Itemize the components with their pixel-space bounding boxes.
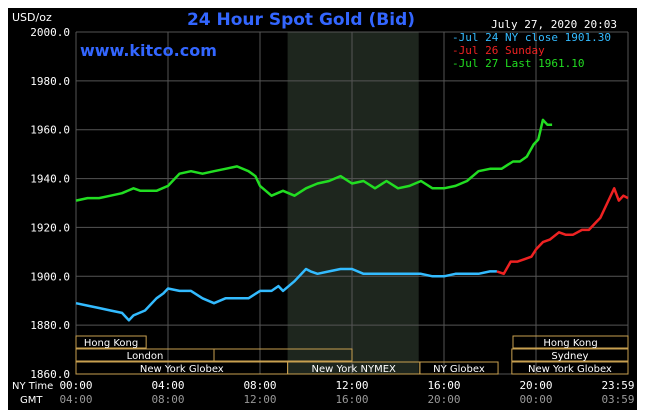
y-tick-label: 2000.0 — [30, 26, 70, 39]
session-bar — [213, 348, 353, 362]
session-label: NY Globex — [433, 364, 485, 375]
y-tick-label: 1940.0 — [30, 173, 70, 186]
x-tick-label-ny: 12:00 — [335, 379, 368, 392]
session-label: New York Globex — [528, 364, 612, 375]
x-tick-label-ny: 08:00 — [243, 379, 276, 392]
legend-entry: -Jul 26 Sunday — [452, 44, 545, 57]
chart-title: 24 Hour Spot Gold (Bid) — [187, 10, 415, 30]
x-tick-label-gmt: 12:00 — [243, 393, 276, 406]
session-bar — [75, 335, 147, 349]
x-tick-label-ny: 23:59 — [601, 379, 634, 392]
x-tick-label-gmt: 20:00 — [427, 393, 460, 406]
legend-entry: -Jul 27 Last 1961.10 — [452, 57, 584, 70]
x-axis-label-gmt: GMT — [20, 395, 43, 406]
x-tick-label-gmt: 03:59 — [601, 393, 634, 406]
session-bar — [511, 348, 629, 362]
x-axis-label-ny: NY Time — [12, 381, 53, 392]
y-tick-label: 1980.0 — [30, 75, 70, 88]
y-tick-label: 1960.0 — [30, 124, 70, 137]
session-bar — [419, 361, 499, 375]
session-label: Hong Kong — [84, 338, 138, 349]
x-tick-label-ny: 04:00 — [151, 379, 184, 392]
series-line — [496, 187, 629, 276]
x-tick-label-gmt: 08:00 — [151, 393, 184, 406]
date-text: July 27, 2020 20:03 — [491, 18, 617, 31]
x-tick-label-ny: 16:00 — [427, 379, 460, 392]
y-tick-label: 1860.0 — [30, 368, 70, 381]
series-line — [75, 118, 553, 202]
y-tick-label: 1900.0 — [30, 270, 70, 283]
session-bar — [511, 361, 629, 375]
legend-entry: -Jul 24 NY close 1901.30 — [452, 31, 611, 44]
y-tick-label: 1920.0 — [30, 221, 70, 234]
session-label: New York NYMEX — [312, 364, 397, 375]
x-tick-label-ny: 20:00 — [519, 379, 552, 392]
session-label: New York Globex — [140, 364, 224, 375]
series-line — [75, 267, 497, 322]
x-tick-label-gmt: 00:00 — [519, 393, 552, 406]
site-url: www.kitco.com — [80, 41, 217, 60]
session-label: Hong Kong — [543, 338, 597, 349]
y-tick-label: 1880.0 — [30, 319, 70, 332]
x-tick-label-gmt: 16:00 — [335, 393, 368, 406]
session-bar — [512, 335, 629, 349]
nymex-shaded-region — [287, 32, 419, 374]
session-label: Sydney — [551, 351, 588, 362]
x-tick-label-gmt: 04:00 — [59, 393, 92, 406]
y-unit-label: USD/oz — [12, 11, 52, 24]
session-label: London — [127, 351, 164, 362]
x-tick-label-ny: 00:00 — [59, 379, 92, 392]
